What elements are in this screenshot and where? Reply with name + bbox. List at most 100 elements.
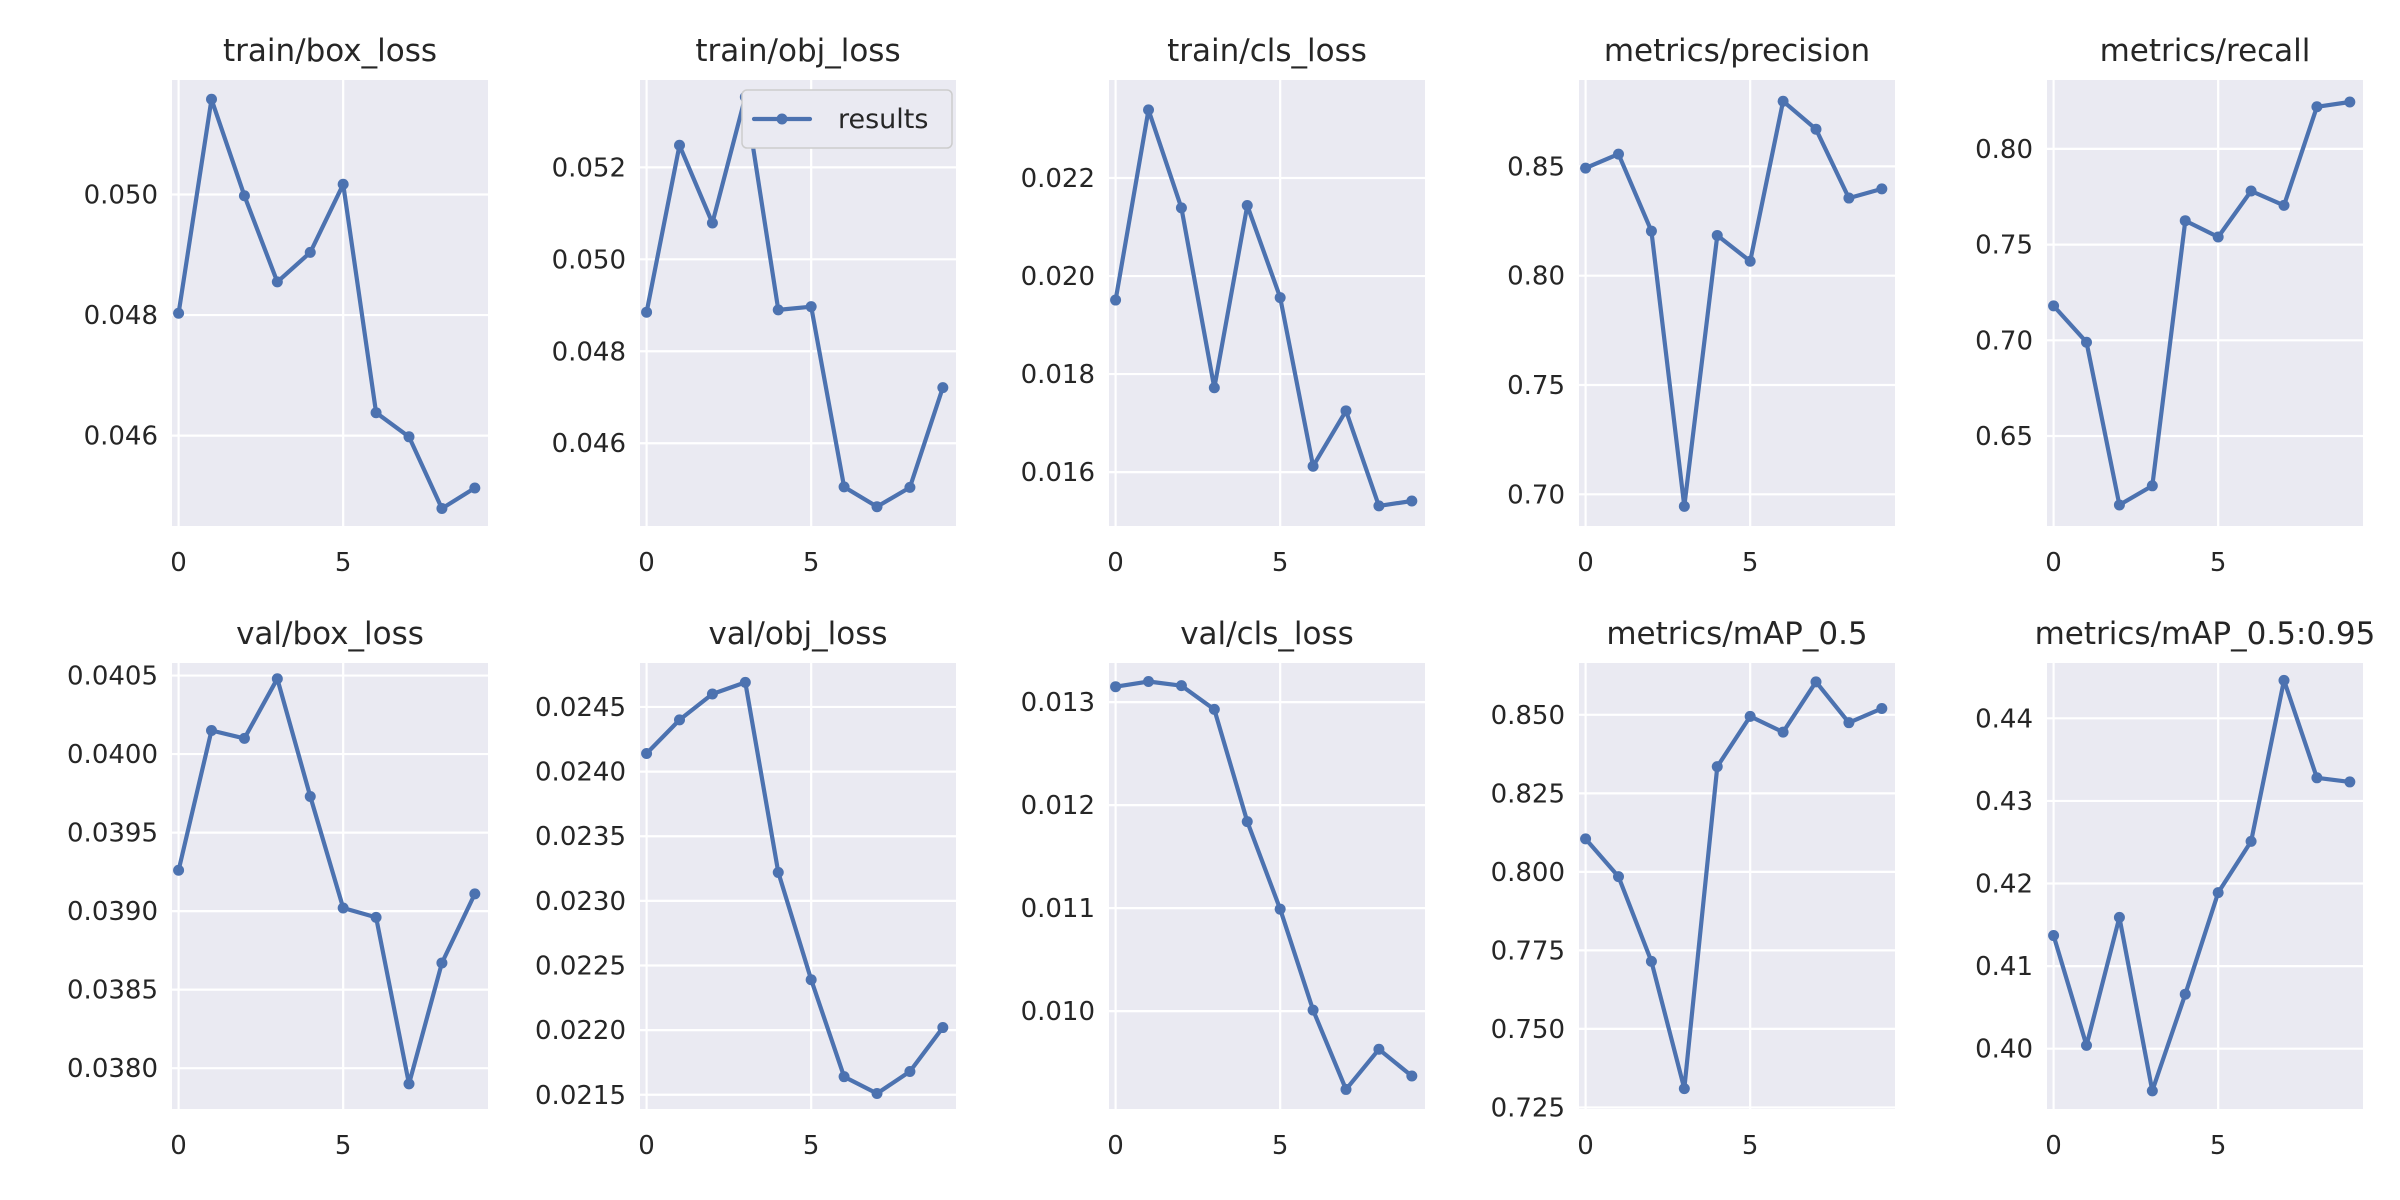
plot-area (172, 663, 488, 1109)
y-tick-label: 0.42 (1975, 870, 2033, 900)
data-point (904, 481, 916, 493)
data-point (706, 217, 718, 229)
chart-title: train/box_loss (223, 33, 437, 69)
y-tick-label: 0.775 (1491, 936, 1565, 966)
data-point (1274, 292, 1286, 304)
data-point (1613, 871, 1624, 883)
plot-area (1579, 663, 1895, 1109)
data-point (370, 407, 382, 419)
data-point (1580, 162, 1592, 174)
y-tick-label: 0.75 (1975, 231, 2033, 261)
y-tick-label: 0.0380 (67, 1054, 158, 1084)
y-tick-label: 0.44 (1975, 704, 2033, 734)
chart-title: val/box_loss (236, 616, 424, 652)
x-tick-label: 5 (803, 548, 820, 578)
data-point (1340, 405, 1352, 417)
data-point (739, 676, 751, 688)
chart-panel-4: 0.65 0.70 0.75 0.80 0 5 metrics/recall (1975, 33, 2363, 578)
data-point (641, 306, 653, 318)
x-tick-label: 0 (2045, 548, 2062, 578)
data-point (2081, 336, 2092, 348)
data-point (1110, 294, 1122, 306)
data-point (2113, 911, 2125, 923)
gridlines (640, 663, 956, 1109)
data-point (271, 276, 283, 288)
data-point (2311, 101, 2323, 113)
data-point (1208, 703, 1220, 715)
chart-title: train/cls_loss (1167, 33, 1367, 69)
data-point (271, 673, 283, 685)
x-tick-label: 5 (1742, 1131, 1759, 1161)
x-tick-label: 0 (638, 1131, 655, 1161)
chart-panel-1: 0.046 0.048 0.050 0.052 0 5 train/obj_lossresu… (552, 33, 956, 578)
plot-area (640, 80, 956, 526)
x-tick-label: 5 (335, 548, 352, 578)
data-point (937, 382, 949, 394)
data-point (2344, 776, 2356, 788)
y-tick-label: 0.0240 (535, 758, 626, 788)
data-point (337, 178, 349, 190)
chart-panel-0: 0.046 0.048 0.050 0 5 train/box_loss (84, 33, 488, 578)
chart-title: val/cls_loss (1180, 616, 1354, 652)
series-line (2051, 678, 2352, 1093)
data-point (304, 246, 316, 258)
y-tick-label: 0.048 (552, 337, 626, 367)
y-tick-label: 0.0220 (535, 1016, 626, 1046)
chart-title: train/obj_loss (695, 33, 900, 69)
y-tick-label: 0.70 (1507, 480, 1565, 510)
data-point (1645, 225, 1657, 237)
data-point (1241, 816, 1253, 828)
y-tick-label: 0.0395 (67, 819, 158, 849)
y-tick-label: 0.010 (1021, 997, 1095, 1027)
x-tick-label: 5 (335, 1131, 352, 1161)
x-tick-label: 5 (2210, 1131, 2227, 1161)
legend-label: results (838, 104, 928, 135)
data-point (2179, 988, 2191, 1000)
data-point (2344, 96, 2356, 108)
data-point (2245, 835, 2257, 847)
data-point (1843, 717, 1855, 729)
series-line (176, 676, 477, 1087)
data-point (469, 888, 481, 900)
data-point (1175, 680, 1187, 692)
plot-area (2047, 80, 2363, 526)
plot-area (172, 80, 488, 526)
chart-panel-3: 0.70 0.75 0.80 0.85 0 5 metrics/precision (1507, 33, 1895, 578)
y-tick-label: 0.018 (1021, 360, 1095, 390)
data-point (871, 1087, 883, 1099)
data-point (2212, 231, 2224, 243)
data-point (173, 307, 185, 319)
data-point (403, 1078, 415, 1090)
series-line (2051, 99, 2352, 507)
data-point (1175, 202, 1187, 214)
data-point (1307, 460, 1319, 472)
y-tick-label: 0.020 (1021, 262, 1095, 292)
data-point (1810, 676, 1822, 688)
x-tick-label: 0 (638, 548, 655, 578)
data-point (337, 902, 349, 914)
data-point (1744, 710, 1756, 722)
data-point (1876, 703, 1888, 715)
data-point (1777, 95, 1789, 107)
series-line (1113, 107, 1414, 508)
y-tick-label: 0.0230 (535, 887, 626, 917)
data-point (1580, 833, 1592, 845)
data-point (1307, 1004, 1319, 1016)
data-point (2278, 674, 2290, 686)
data-point (238, 732, 250, 744)
data-point (1373, 1043, 1385, 1055)
data-point (2146, 480, 2158, 492)
y-tick-label: 0.046 (84, 422, 158, 452)
y-tick-label: 0.43 (1975, 787, 2033, 817)
data-point (1143, 676, 1154, 688)
chart-panel-8: 0.725 0.750 0.775 0.800 0.825 0.850 0 5 metrics/… (1491, 616, 1895, 1161)
plot-area (640, 663, 956, 1109)
data-point (805, 301, 817, 313)
data-point (1678, 1083, 1690, 1095)
series-line (1583, 99, 1884, 509)
y-tick-label: 0.725 (1491, 1093, 1565, 1123)
y-tick-label: 0.0390 (67, 897, 158, 927)
data-point (173, 864, 185, 876)
x-tick-label: 0 (2045, 1131, 2062, 1161)
data-point (1373, 500, 1385, 512)
